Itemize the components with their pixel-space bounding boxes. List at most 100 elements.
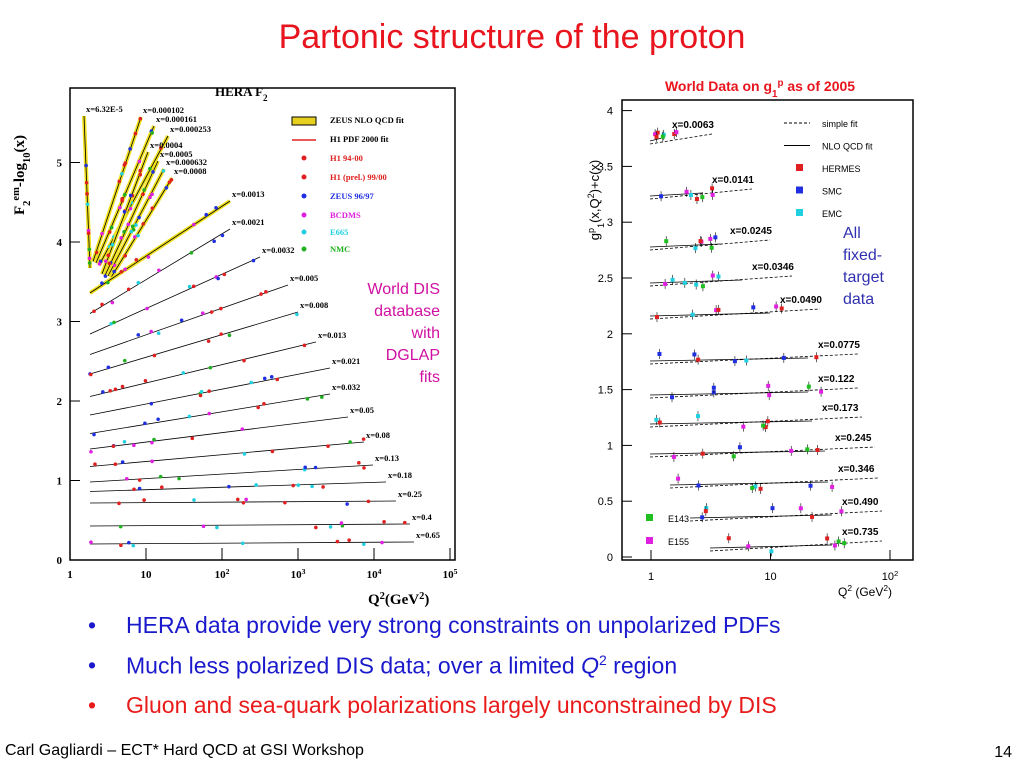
plot-title: HERA F2 [215,84,268,103]
data-point [789,448,794,453]
data-point [700,451,705,456]
data-point [123,267,127,272]
data-point [335,539,340,544]
legend-label: NMC [330,244,350,254]
fit-curve [89,311,299,375]
data-point [714,308,719,313]
x-tick-label: 102 [215,567,230,582]
data-point [682,280,687,285]
data-point [134,223,138,227]
data-point [320,395,324,399]
legend-swatch [301,212,307,218]
y-tick-label: 2 [607,329,613,341]
data-point [206,339,211,343]
data-point [142,498,146,502]
data-point [110,242,115,247]
data-point [264,290,268,294]
data-point [109,225,114,230]
data-point [127,540,131,545]
data-point [761,423,766,428]
data-point [806,384,811,389]
data-point [664,239,669,244]
x-tick-label-part: 4 [378,567,382,576]
legend-swatch [301,174,307,180]
data-point [347,538,351,543]
data-point [207,411,212,416]
data-point [657,420,662,425]
data-point [711,385,716,390]
data-point [101,390,105,394]
bin-label: x=0.13 [375,453,399,463]
data-point [345,502,349,506]
data-point [227,484,231,489]
bin-label: x=0.0013 [232,189,264,199]
fit-simple [649,188,753,200]
bin-label: x=0.0346 [752,262,794,273]
x-axis-label-part: Q [368,592,380,608]
data-point [86,231,91,236]
x-tick-label-part: 2 [226,567,230,576]
data-point [366,499,371,504]
bin-label: x=0.0021 [232,217,264,227]
data-point [126,287,131,292]
x-tick-label-part: 1 [648,571,654,583]
fit-curve [89,416,349,450]
data-point [763,425,768,430]
legend-swatch [646,514,653,521]
data-point [774,304,779,309]
fit-curve [107,168,165,277]
data-point [190,436,195,441]
fit-nlo [709,544,833,549]
data-point [296,483,301,487]
data-point [716,274,721,279]
bin-label: x=0.25 [398,489,422,499]
data-point [256,405,261,410]
data-point [189,251,194,255]
data-point [227,333,232,337]
data-point [112,320,116,325]
data-point [241,500,246,505]
data-point [107,261,112,266]
data-point [136,333,141,337]
data-point [187,284,192,289]
legend-label: BCDMS [330,210,361,220]
data-point [120,460,125,464]
data-point [671,454,676,459]
data-point [716,307,721,312]
data-point [106,365,111,370]
data-point [692,352,697,357]
data-point [100,281,104,285]
bin-label: x=0.05 [350,405,374,415]
data-point [770,506,775,511]
bin-label: x=0.490 [842,497,879,508]
legend-label: H1 (prel.) 99/00 [330,172,387,182]
data-point [137,478,142,482]
fit-curve [110,177,173,278]
data-point [207,389,211,393]
data-point [110,300,115,305]
data-point [302,343,307,348]
data-point [159,485,164,489]
y-tick-label: 0.5 [598,496,613,508]
data-point [839,509,844,514]
data-point [313,465,318,470]
bin-label: x=0.000102 [143,105,184,115]
bin-label: x=0.021 [332,356,360,366]
data-point [108,388,112,393]
bullet-text: Gluon and sea-quark polarizations largel… [126,692,777,718]
data-point [123,253,128,258]
data-point [143,421,147,426]
legend-label: NLO QCD fit [822,142,873,152]
fit-curve [89,256,261,335]
data-point [146,255,151,259]
x-tick-label-part: 10 [215,569,227,581]
x-tick-label-part: 5 [454,567,458,576]
data-point [92,309,96,314]
data-point [731,454,736,459]
data-point [348,440,352,444]
data-point [808,483,813,488]
data-point [832,543,837,548]
bin-label: x=0.0005 [160,149,192,159]
data-point [310,484,314,489]
data-point [141,192,145,197]
